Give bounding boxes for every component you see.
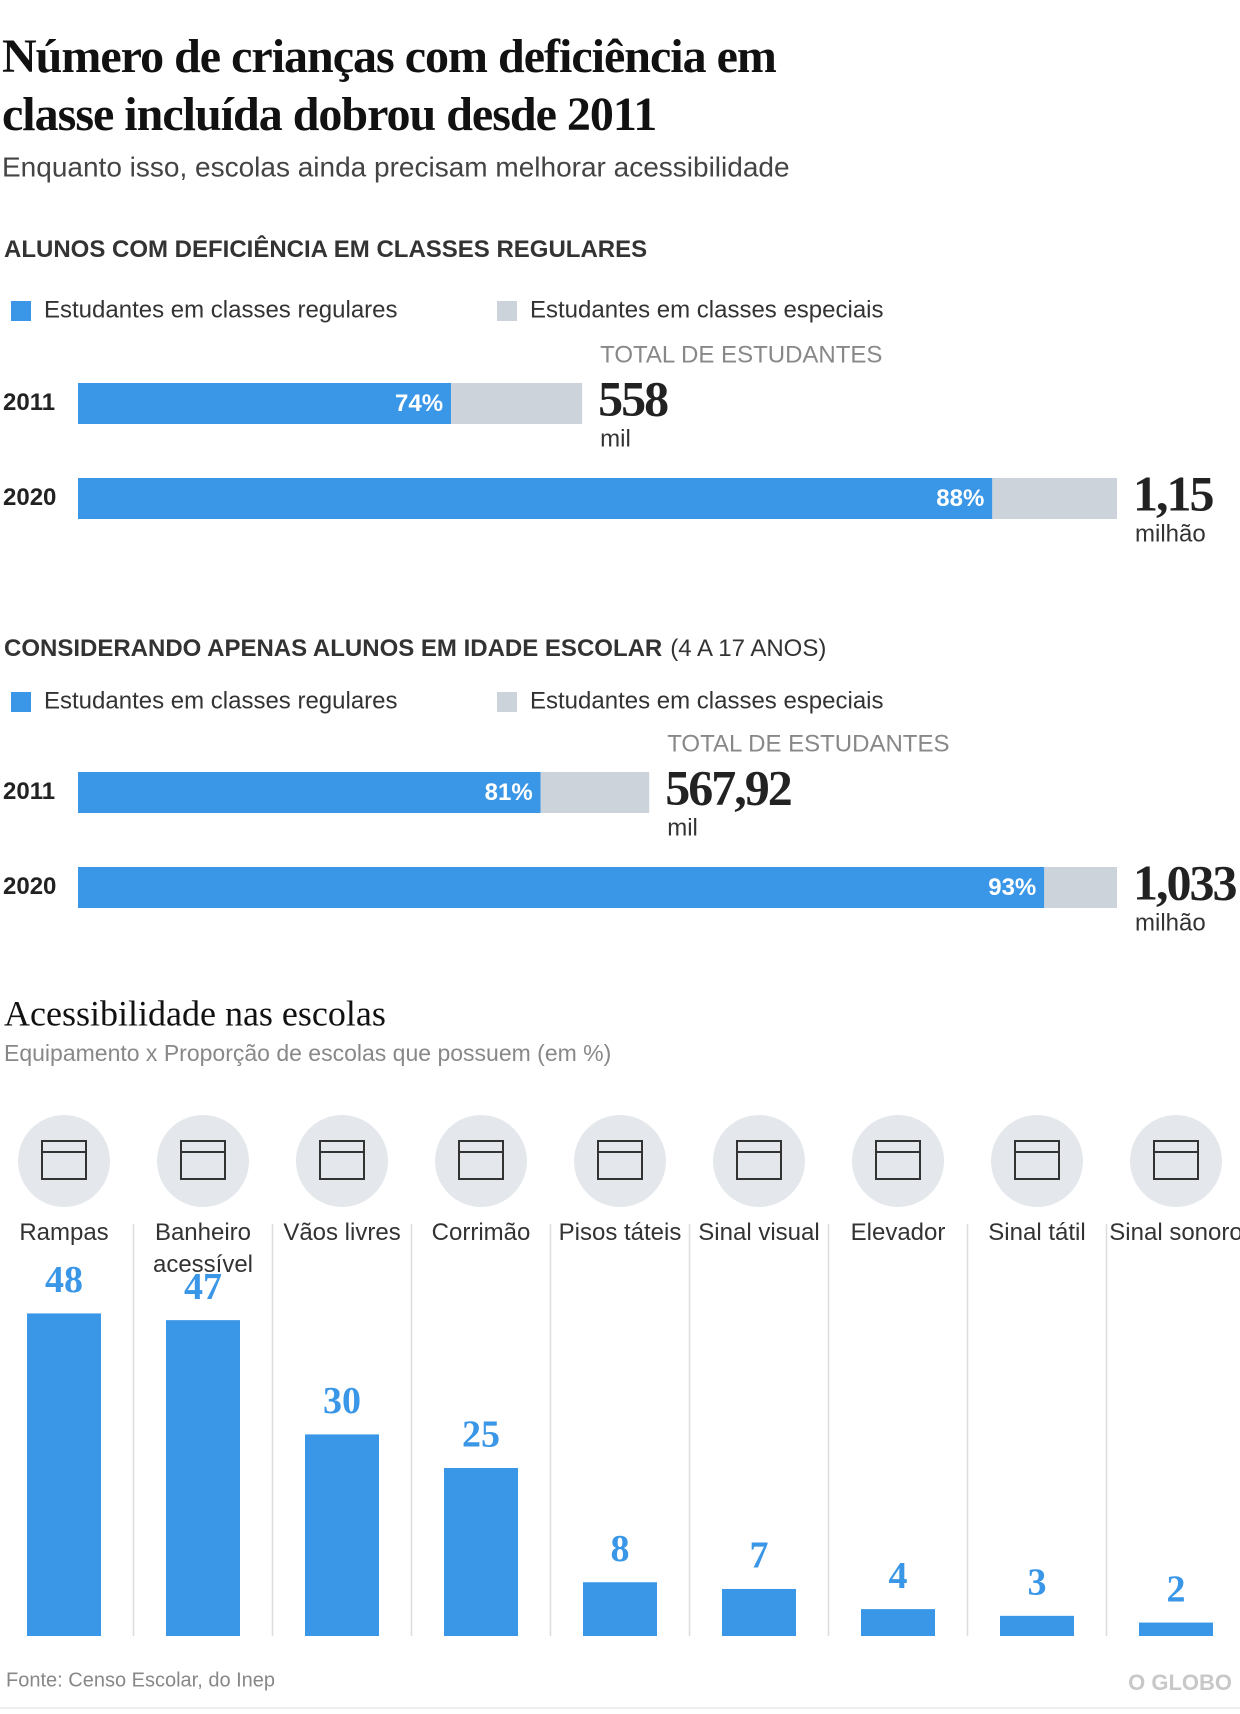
chart-title: Acessibilidade nas escolas — [4, 993, 386, 1033]
x-tick-label: Sinal visual — [698, 1219, 820, 1246]
totals-title: TOTAL DE ESTUDANTES — [667, 730, 949, 757]
chart-subtitle: Equipamento x Proporção de escolas que p… — [4, 1040, 611, 1066]
y-tick-label: 2020 — [3, 484, 56, 511]
bar-segment — [540, 772, 650, 813]
x-tick-label: Corrimão — [431, 1219, 531, 1246]
x-tick-label: Pisos táteis — [558, 1219, 682, 1246]
icon-bg — [18, 1115, 110, 1207]
icon-bg — [852, 1115, 944, 1207]
value-label: 7 — [750, 1535, 769, 1577]
icon-glyph — [41, 1140, 87, 1180]
totals-title: TOTAL DE ESTUDANTES — [600, 341, 882, 368]
total-value: 558 — [598, 370, 668, 426]
total-value: 1,033 — [1133, 854, 1237, 910]
bar — [166, 1320, 240, 1636]
x-tick-label: Elevador — [850, 1219, 946, 1246]
legend-swatch — [11, 301, 31, 321]
x-tick-label: Sinal tátil — [988, 1219, 1086, 1246]
subtitle: Enquanto isso, escolas ainda precisam me… — [2, 151, 790, 182]
icon-glyph — [458, 1140, 504, 1180]
value-label: 48 — [45, 1259, 83, 1301]
value-label: 3 — [1028, 1562, 1047, 1604]
icon-glyph — [319, 1140, 365, 1180]
value-label: 8 — [611, 1528, 630, 1570]
legend-swatch — [497, 301, 517, 321]
icon-bg — [713, 1115, 805, 1207]
x-tick-label: Vãos livres — [283, 1219, 401, 1246]
x-tick-label: Rampas — [19, 1219, 109, 1246]
icon-glyph — [736, 1140, 782, 1180]
bar — [1000, 1615, 1074, 1636]
chart-title-note: (4 A 17 ANOS) — [670, 635, 826, 662]
value-label: 4 — [889, 1555, 908, 1597]
legend-label: Estudantes em classes especiais — [530, 296, 884, 323]
bar-segment — [78, 383, 452, 424]
y-tick-label: 2011 — [3, 389, 55, 416]
icon-glyph — [597, 1140, 643, 1180]
total-value: 1,15 — [1133, 465, 1214, 521]
total-value: 567,92 — [665, 759, 791, 815]
bar-segment — [78, 478, 993, 519]
y-tick-label: 2020 — [3, 873, 56, 900]
total-unit: mil — [667, 814, 698, 841]
icon-glyph — [875, 1140, 921, 1180]
icon-bg — [157, 1115, 249, 1207]
icon-bg — [991, 1115, 1083, 1207]
total-unit: mil — [600, 425, 631, 452]
icon-bg — [296, 1115, 388, 1207]
chart-title: ALUNOS COM DEFICIÊNCIA EM CLASSES REGULA… — [4, 235, 647, 263]
y-tick-label: 2011 — [3, 778, 55, 805]
bar-segment — [451, 383, 583, 424]
legend-swatch — [497, 692, 517, 712]
chart-title-main: CONSIDERANDO APENAS ALUNOS EM IDADE ESCO… — [4, 635, 662, 662]
icon-glyph — [1153, 1140, 1199, 1180]
source: Fonte: Censo Escolar, do Inep — [6, 1669, 275, 1691]
bar — [1139, 1622, 1213, 1636]
icon-bg — [574, 1115, 666, 1207]
chart-title: CONSIDERANDO APENAS ALUNOS EM IDADE ESCO… — [4, 635, 826, 662]
bar — [305, 1434, 379, 1636]
bar-segment — [1044, 867, 1117, 908]
title: Número de crianças com deficiência em cl… — [2, 30, 777, 141]
x-tick-label: Sinal sonoro — [1109, 1219, 1240, 1246]
value-label: 88% — [936, 485, 984, 512]
logo: O GLOBO — [1128, 1670, 1232, 1695]
bar — [861, 1609, 935, 1636]
value-label: 25 — [462, 1414, 500, 1456]
value-label: 2 — [1167, 1568, 1186, 1610]
icon-glyph — [180, 1140, 226, 1180]
legend-swatch — [11, 692, 31, 712]
value-label: 74% — [395, 390, 443, 417]
icon-bg — [1130, 1115, 1222, 1207]
chart-title-main: ALUNOS COM DEFICIÊNCIA EM CLASSES REGULA… — [4, 235, 647, 263]
icon-glyph — [1014, 1140, 1060, 1180]
legend-label: Estudantes em classes especiais — [530, 687, 884, 714]
bar — [27, 1313, 101, 1636]
value-label: 30 — [323, 1380, 361, 1422]
bar-segment — [992, 478, 1117, 519]
bar — [444, 1468, 518, 1636]
legend-label: Estudantes em classes regulares — [44, 296, 398, 323]
x-tick-label: Banheiro acessível — [152, 1219, 254, 1278]
legend-label: Estudantes em classes regulares — [44, 687, 398, 714]
bar-segment — [78, 772, 541, 813]
total-unit: milhão — [1135, 909, 1206, 936]
icon-bg — [435, 1115, 527, 1207]
total-unit: milhão — [1135, 520, 1206, 547]
bar — [583, 1582, 657, 1636]
bar-segment — [78, 867, 1045, 908]
bar — [722, 1588, 796, 1636]
value-label: 81% — [485, 779, 533, 806]
value-label: 93% — [988, 874, 1036, 901]
value-label: 47 — [184, 1266, 222, 1308]
